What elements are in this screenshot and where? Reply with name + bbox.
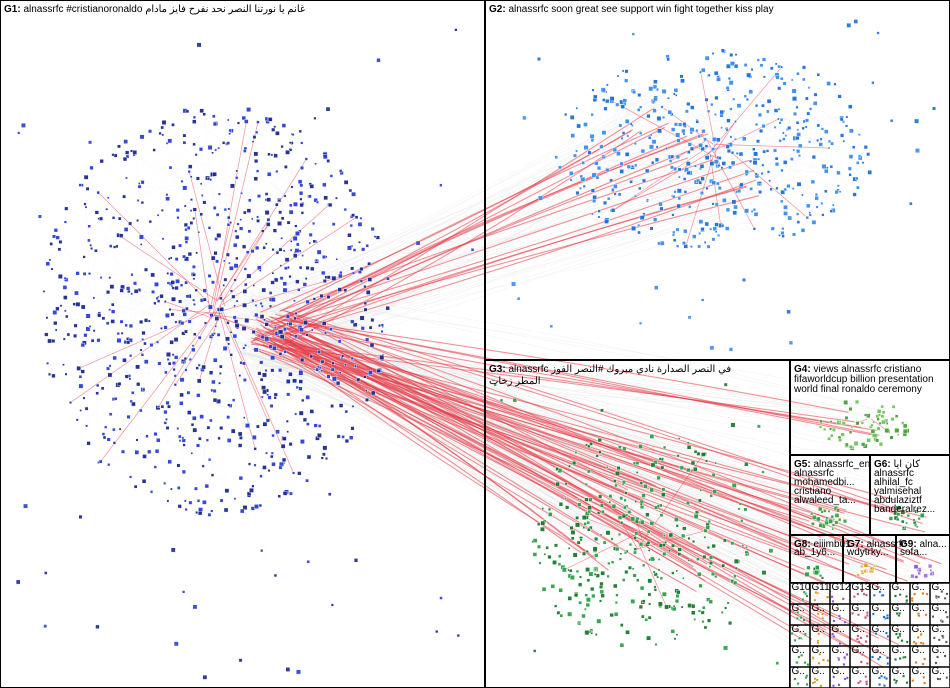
tiny-panel-label: G..	[912, 666, 925, 677]
tiny-panel-label: G..	[932, 603, 945, 614]
panel-label-G4: G4: views alnassrfc cristianofifaworldcu…	[793, 364, 934, 395]
tiny-panel-label: G..	[912, 645, 925, 656]
tiny-panel-label: G..	[832, 624, 845, 635]
tiny-panel-label: G..	[852, 666, 865, 677]
tiny-panel-label: G..	[932, 645, 945, 656]
tiny-panel-label: G..	[932, 624, 945, 635]
tiny-panel-label: G..	[912, 582, 925, 593]
tiny-panel-label: G..	[892, 666, 905, 677]
tiny-panel-label: G..	[872, 624, 885, 635]
tiny-panel-label: G..	[812, 624, 825, 635]
tiny-panel-label: G..	[852, 645, 865, 656]
tiny-panel-label: G..	[892, 624, 905, 635]
tiny-panel-label: G12	[832, 582, 851, 593]
tiny-panel-label: G13	[852, 582, 871, 593]
tiny-panel-label: G..	[832, 666, 845, 677]
tiny-panel-label: G..	[852, 624, 865, 635]
panel-label-G2: G2: alnassrfc soon great see support win…	[489, 4, 774, 15]
tiny-panel-label: G..	[792, 603, 805, 614]
tiny-panel-label: G..	[892, 645, 905, 656]
tiny-panel-label: G11	[812, 582, 831, 593]
tiny-panel-label: G..	[812, 645, 825, 656]
tiny-panel-label: G..	[932, 666, 945, 677]
tiny-panel-label: G..	[872, 666, 885, 677]
tiny-panel-label: G..	[872, 582, 885, 593]
tiny-panel-label: G..	[912, 624, 925, 635]
tiny-panel-label: G..	[832, 603, 845, 614]
tiny-panel-label: G10	[792, 582, 811, 593]
tiny-panel-label: G..	[832, 645, 845, 656]
panel-label-G1: G1: alnassrfc #cristianoronaldo غانم يا …	[4, 4, 305, 15]
network-graph: G1: alnassrfc #cristianoronaldo غانم يا …	[0, 0, 950, 688]
tiny-panel-label: G..	[792, 645, 805, 656]
tiny-panel-label: G..	[812, 666, 825, 677]
tiny-panel-label: G..	[872, 603, 885, 614]
tiny-panel-label: G..	[892, 582, 905, 593]
tiny-panel-label: G..	[812, 603, 825, 614]
tiny-panel-label: G..	[792, 624, 805, 635]
tiny-panel-label: G..	[912, 603, 925, 614]
tiny-panel-label: G..	[792, 666, 805, 677]
tiny-panel-label: G..	[892, 603, 905, 614]
tiny-panel-label: G..	[872, 645, 885, 656]
tiny-panel-label: G..	[932, 582, 945, 593]
tiny-panel-label: G..	[852, 603, 865, 614]
